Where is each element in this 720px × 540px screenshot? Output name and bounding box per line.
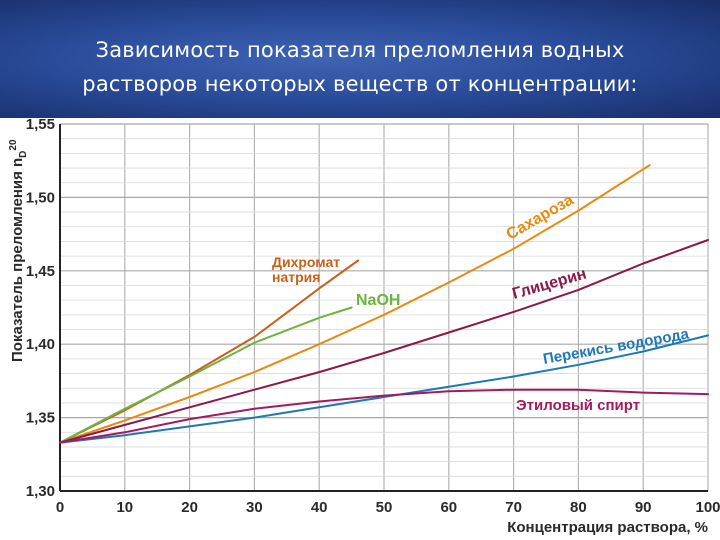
x-tick-label: 100 — [695, 499, 720, 516]
y-axis-label-main: Показатель преломления n — [9, 158, 26, 362]
series-line-2 — [59, 306, 353, 444]
x-tick-label: 0 — [56, 499, 64, 516]
x-tick-label: 90 — [635, 499, 652, 516]
series-line-0 — [59, 164, 651, 444]
y-tick-label: 1,45 — [26, 263, 55, 280]
x-tick-label: 40 — [311, 499, 328, 516]
series-label-part: натрия — [272, 269, 320, 285]
y-tick-label: 1,55 — [26, 116, 55, 133]
series-line-1 — [59, 259, 360, 444]
series-label-part: Дихромат — [272, 254, 340, 270]
series-line-3 — [59, 239, 709, 444]
x-tick-label: 80 — [570, 499, 587, 516]
x-tick-label: 70 — [505, 499, 522, 516]
x-tick-label: 10 — [116, 499, 133, 516]
y-axis-label: Показатель преломления nD20 — [8, 139, 29, 362]
x-axis-label: Концентрация раствора, % — [507, 519, 708, 536]
y-axis-label-sup: 20 — [8, 139, 19, 151]
series-line-4 — [59, 334, 709, 444]
series-label-2: NaOH — [356, 292, 400, 309]
x-tick-label: 20 — [181, 499, 198, 516]
y-tick-label: 1,30 — [26, 483, 55, 500]
series-line-5 — [59, 388, 709, 444]
y-tick-label: 1,50 — [26, 189, 55, 206]
x-tick-label: 60 — [440, 499, 457, 516]
y-tick-label: 1,40 — [26, 336, 55, 353]
y-axis-label-sub: D — [18, 151, 29, 158]
y-tick-label: 1,35 — [26, 410, 55, 427]
title-line-2: растворов некоторых веществ от концентра… — [82, 72, 638, 96]
x-tick-label: 50 — [376, 499, 393, 516]
series-label-1: Дихромат натрия — [272, 254, 340, 285]
series-label-5: Этиловый спирт — [516, 397, 640, 414]
x-tick-label: 30 — [246, 499, 263, 516]
title-banner: Зависимость показателя преломления водны… — [0, 0, 720, 118]
title-line-1: Зависимость показателя преломления водны… — [95, 38, 625, 62]
